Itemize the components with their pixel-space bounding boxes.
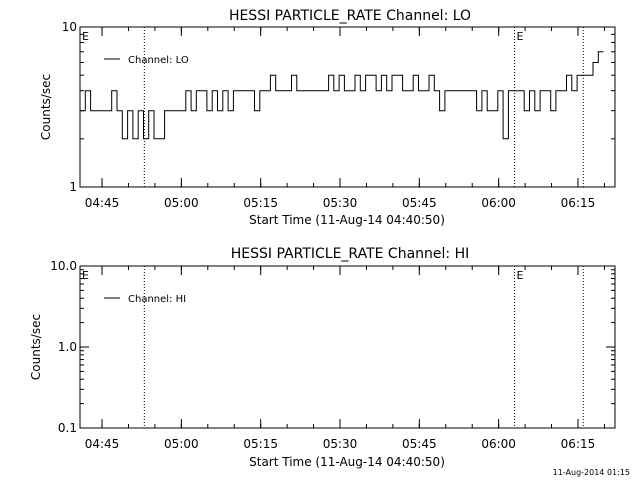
x-tick-label: 05:30 xyxy=(323,196,358,210)
panel-lo-ylabel: Counts/sec xyxy=(39,74,53,140)
x-tick-label: 06:00 xyxy=(481,437,516,451)
x-tick-label: 05:30 xyxy=(323,437,358,451)
x-tick-label: 06:15 xyxy=(561,437,596,451)
x-tick-label: 06:00 xyxy=(481,196,516,210)
panel-hi-xlabel: Start Time (11-Aug-14 04:40:50) xyxy=(249,455,445,469)
y-tick-label: 10.0 xyxy=(50,259,77,273)
x-tick-label: 04:45 xyxy=(85,196,120,210)
event-marker-label: E xyxy=(517,269,524,282)
x-tick-label: 05:15 xyxy=(243,437,278,451)
legend-label-hi: Channel: HI xyxy=(128,294,186,305)
panel-hi-ylabel: Counts/sec xyxy=(29,314,43,380)
x-tick-label: 05:45 xyxy=(402,196,437,210)
x-tick-label: 05:15 xyxy=(243,196,278,210)
y-tick-label: 1 xyxy=(69,180,77,194)
panel-hi-ticks: 04:45 05:00 05:15 05:30 05:45 06:00 06:15 10.0 1… xyxy=(50,259,615,451)
event-marker-label: E xyxy=(517,30,524,43)
footer-timestamp: 11-Aug-2014 01:15 xyxy=(552,468,630,477)
y-tick-label: 1.0 xyxy=(58,340,77,354)
legend-label-lo: Channel: LO xyxy=(128,55,189,66)
event-marker-label: E xyxy=(82,269,89,282)
panel-lo-axes-frame xyxy=(79,26,616,188)
panel-lo: HESSI PARTICLE_RATE Channel: LO Counts/s… xyxy=(39,8,616,227)
x-tick-label: 06:15 xyxy=(561,196,596,210)
panel-lo-ticks: 04:45 05:00 05:15 05:30 05:45 06:00 06:15 1 10 xyxy=(62,20,615,210)
event-marker-label: E xyxy=(82,30,89,43)
x-tick-label: 05:45 xyxy=(402,437,437,451)
x-tick-label: 04:45 xyxy=(85,437,120,451)
panel-hi-title: HESSI PARTICLE_RATE Channel: HI xyxy=(231,246,469,262)
y-tick-label: 0.1 xyxy=(58,421,77,435)
panel-hi-axes-frame xyxy=(79,265,616,429)
y-tick-label: 10 xyxy=(62,20,77,34)
panel-lo-title: HESSI PARTICLE_RATE Channel: LO xyxy=(229,8,471,24)
panel-lo-series xyxy=(80,51,604,140)
panel-lo-xlabel: Start Time (11-Aug-14 04:40:50) xyxy=(249,213,445,227)
series-line-channel-lo xyxy=(80,51,604,140)
panel-hi: HESSI PARTICLE_RATE Channel: HI Counts/s… xyxy=(29,246,616,469)
x-tick-label: 05:00 xyxy=(164,437,199,451)
x-tick-label: 05:00 xyxy=(164,196,199,210)
